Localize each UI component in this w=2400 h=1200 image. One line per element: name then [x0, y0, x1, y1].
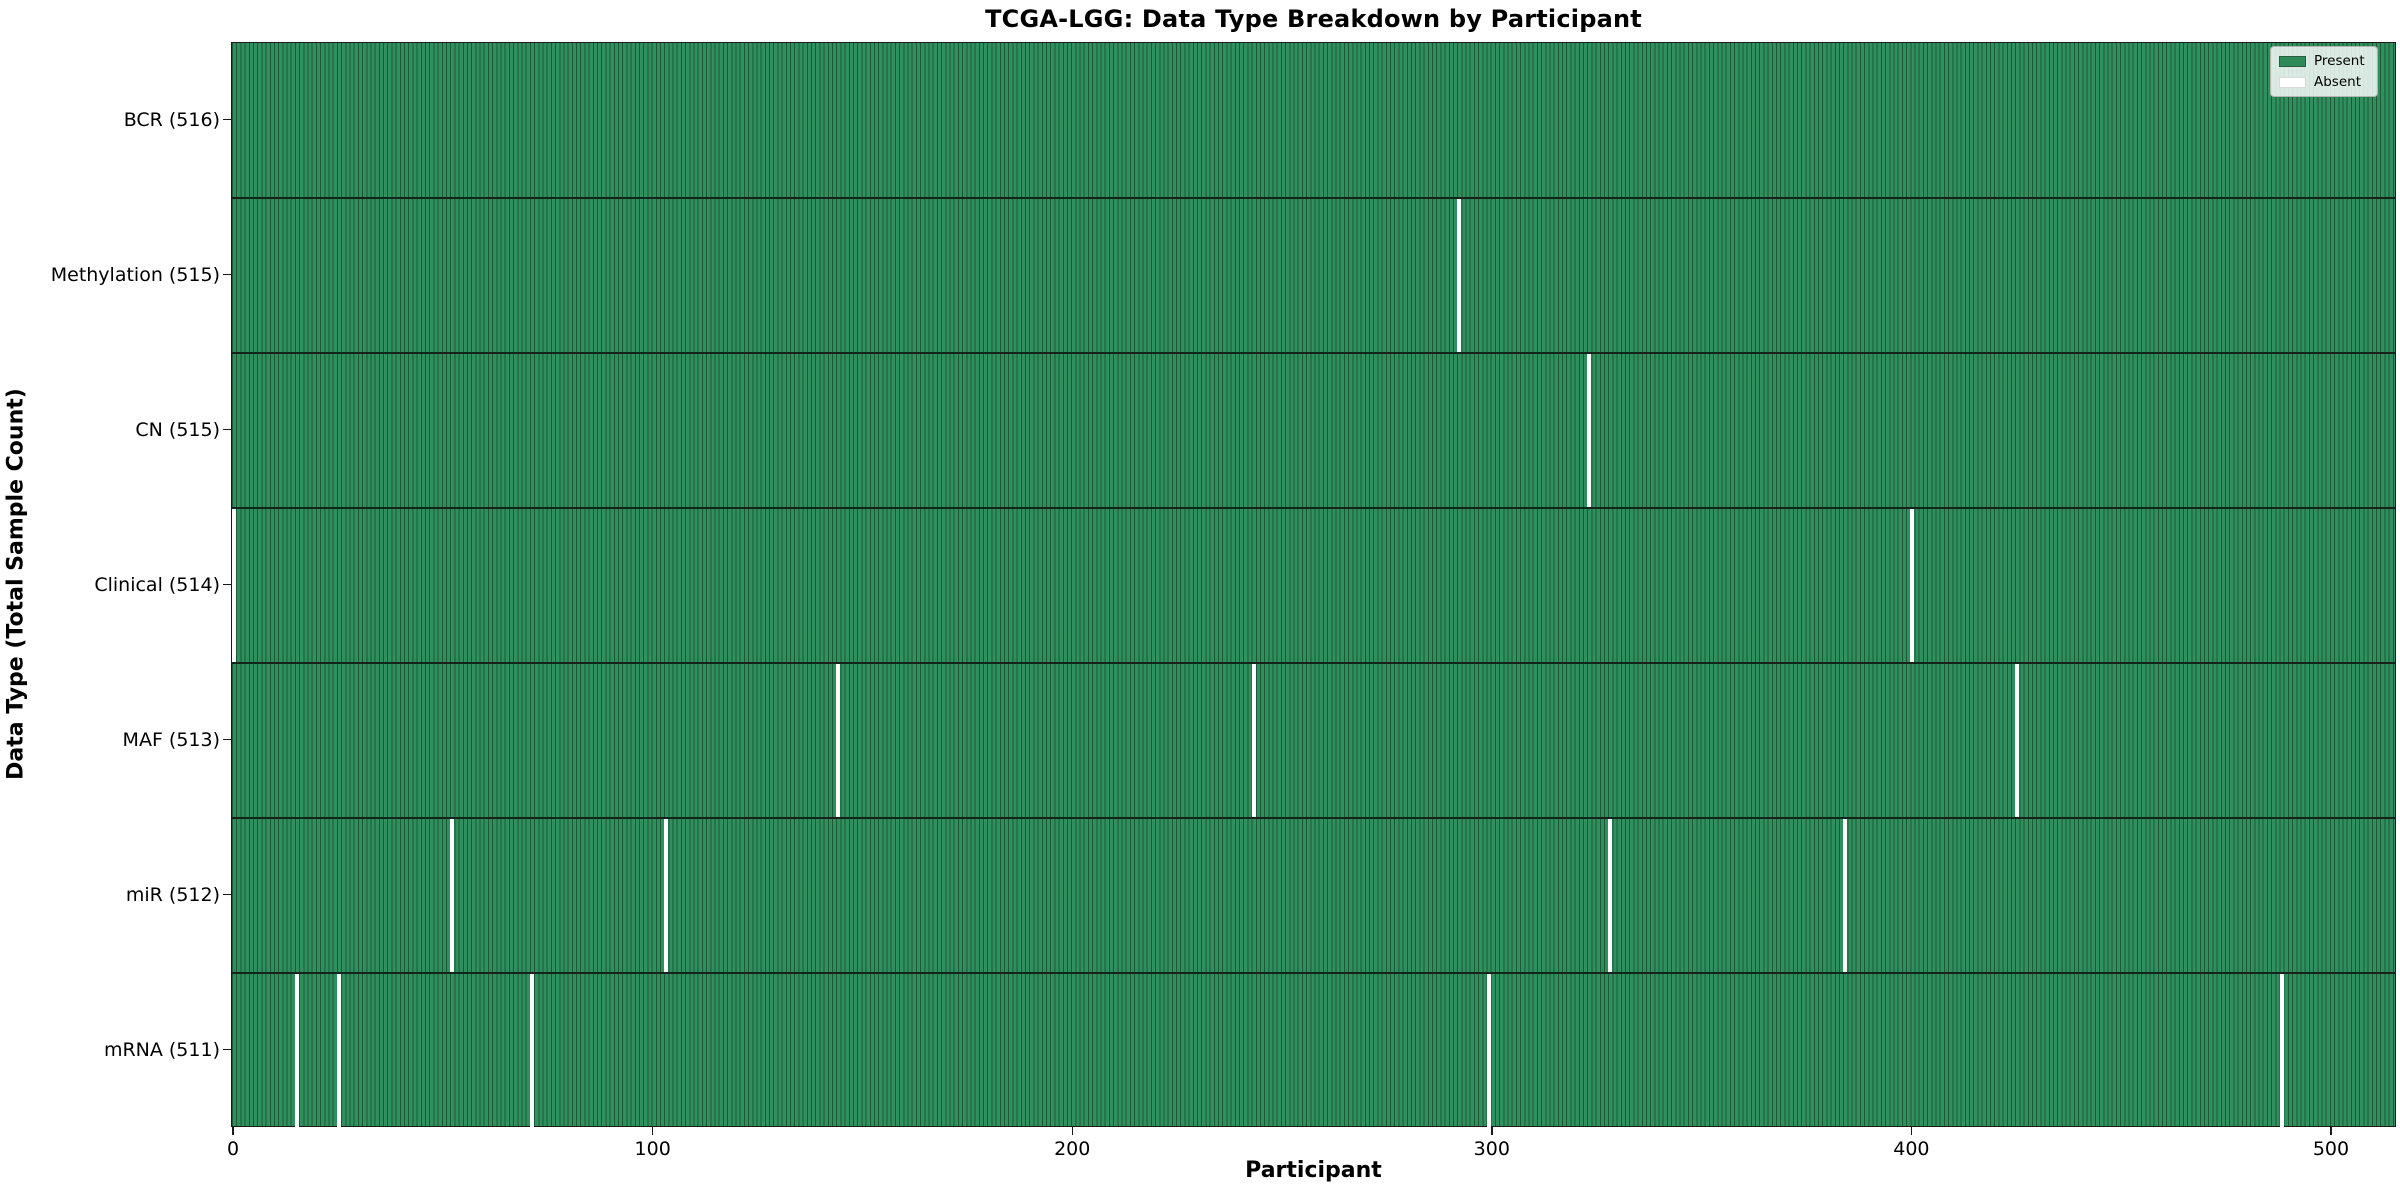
ytick-mark: [223, 428, 231, 431]
x-axis-label: Participant: [1245, 1158, 1382, 1183]
row-divider: [232, 972, 2395, 974]
xtick-label-100: 100: [634, 1138, 671, 1160]
xtick-label-300: 300: [1473, 1138, 1510, 1160]
absent-cell-mRNA-299: [1486, 974, 1491, 1128]
absent-cell-MAF-144: [836, 664, 841, 817]
xtick-mark: [2330, 1127, 2332, 1135]
absent-cell-mRNA-15: [294, 974, 300, 1128]
legend-label-present: Present: [2314, 53, 2365, 69]
absent-cell-mRNA-488: [2279, 974, 2284, 1128]
ytick-mark: [223, 118, 231, 121]
ytick-label-BCR: BCR (516): [123, 108, 220, 131]
ytick-label-miR: miR (512): [125, 883, 220, 906]
ytick-mark: [223, 273, 231, 276]
legend-label-absent: Absent: [2314, 74, 2361, 90]
legend-swatch-absent-icon: [2279, 76, 2306, 88]
chart-title: TCGA-LGG: Data Type Breakdown by Partici…: [985, 5, 1642, 33]
row-divider: [232, 352, 2395, 354]
ytick-label-mRNA: mRNA (511): [103, 1038, 220, 1061]
absent-cell-miR-103: [664, 819, 669, 972]
ytick-mark: [223, 583, 231, 586]
ytick-label-Methylation: Methylation (515): [50, 263, 220, 286]
row-divider: [232, 507, 2395, 509]
xtick-label-0: 0: [227, 1138, 240, 1160]
ytick-label-Clinical: Clinical (514): [94, 573, 220, 596]
row-divider: [232, 662, 2395, 664]
absent-cell-mRNA-71: [529, 974, 535, 1128]
legend-item-present: Present: [2279, 54, 2368, 68]
ytick-label-MAF: MAF (513): [122, 728, 220, 751]
xtick-mark: [651, 1127, 654, 1135]
legend-item-absent: Absent: [2279, 75, 2368, 89]
ytick-mark: [223, 1048, 231, 1051]
absent-cell-Clinical-400: [1910, 509, 1915, 662]
ytick-label-CN: CN (515): [135, 418, 220, 441]
absent-cell-MAF-243: [1251, 664, 1256, 817]
row-divider: [232, 197, 2395, 199]
absent-cell-CN-323: [1587, 354, 1592, 507]
xtick-mark: [232, 1127, 234, 1135]
legend: Present Absent: [2270, 46, 2378, 97]
xtick-mark: [1491, 1127, 1493, 1135]
absent-cell-miR-52: [450, 819, 455, 972]
absent-cell-miR-384: [1843, 819, 1848, 972]
legend-swatch-present-icon: [2279, 55, 2306, 67]
xtick-mark: [1910, 1127, 1913, 1135]
absent-cell-miR-328: [1608, 819, 1613, 972]
xtick-label-200: 200: [1054, 1138, 1091, 1160]
absent-cell-Methylation-292: [1457, 199, 1462, 352]
row-divider: [232, 817, 2395, 819]
ytick-mark: [223, 893, 231, 896]
xtick-mark: [1071, 1127, 1073, 1135]
xtick-label-500: 500: [2312, 1138, 2350, 1160]
plot-area: [231, 42, 2396, 1128]
xtick-label-400: 400: [1893, 1138, 1930, 1160]
ytick-mark: [223, 738, 231, 741]
absent-cell-MAF-425: [2015, 664, 2020, 817]
absent-cell-mRNA-25: [336, 974, 342, 1128]
absent-cell-Clinical-0: [232, 509, 237, 662]
